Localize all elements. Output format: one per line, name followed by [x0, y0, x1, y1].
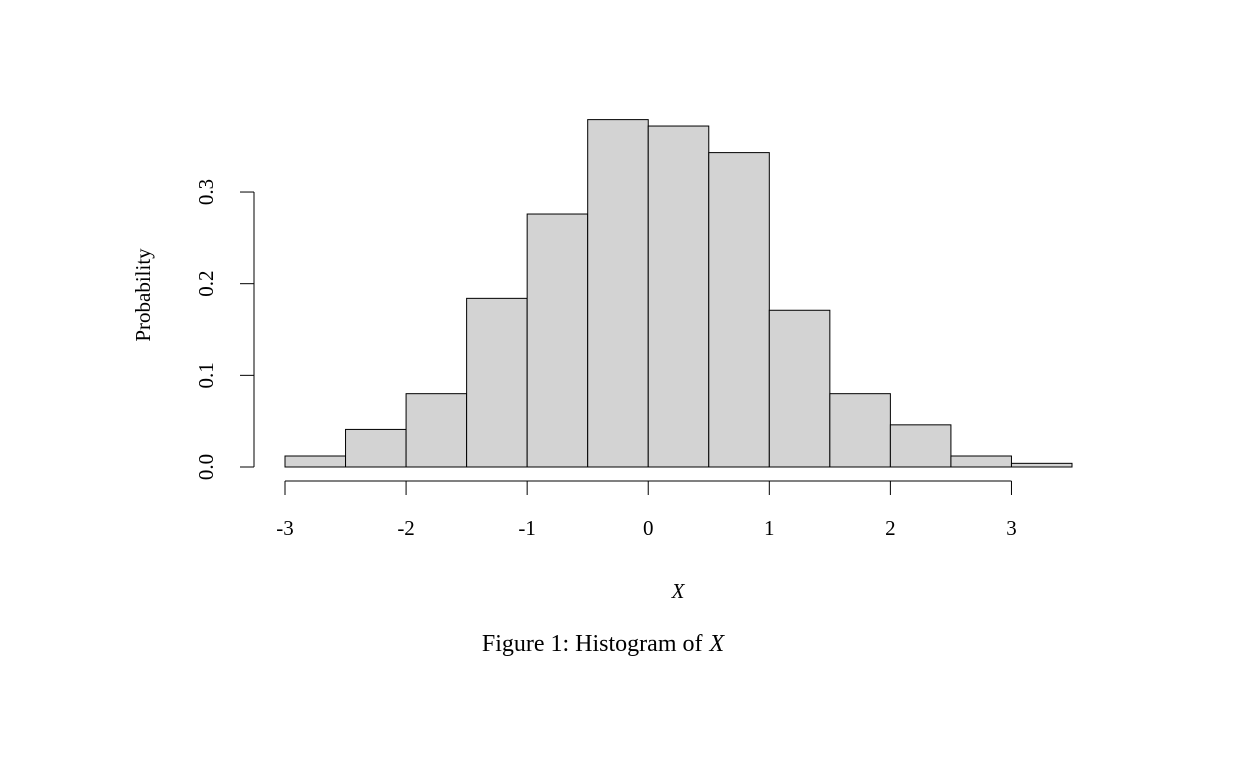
bar [708, 152, 770, 468]
x-tick-label: -2 [397, 516, 415, 540]
caption: Figure 1: Histogram of X [482, 631, 726, 657]
bar [950, 455, 1012, 468]
bar [405, 393, 468, 468]
bar [587, 119, 649, 468]
bar [284, 455, 347, 468]
caption-variable: X [708, 631, 725, 657]
y-axis-title: Probability [131, 248, 155, 342]
bar [647, 125, 710, 468]
bar [768, 309, 831, 468]
x-tick-label: 2 [885, 516, 896, 540]
x-axis-title: X [671, 579, 686, 603]
y-tick-label: 0.1 [194, 362, 218, 388]
y-tick-label: 0.3 [194, 179, 218, 205]
y-tick-label: 0.2 [194, 271, 218, 297]
x-tick-label: 3 [1006, 516, 1017, 540]
bar [889, 424, 952, 468]
caption-text: Figure 1: Histogram of [482, 631, 703, 657]
bar [829, 393, 891, 468]
x-tick-label: 1 [764, 516, 775, 540]
x-tick-label: -1 [518, 516, 536, 540]
y-tick-label: 0.0 [194, 454, 218, 480]
x-tick-label: 0 [643, 516, 654, 540]
bar [526, 213, 589, 468]
x-tick-label: -3 [276, 516, 294, 540]
bar [345, 428, 407, 468]
bar [466, 297, 528, 468]
bar [1010, 462, 1073, 468]
